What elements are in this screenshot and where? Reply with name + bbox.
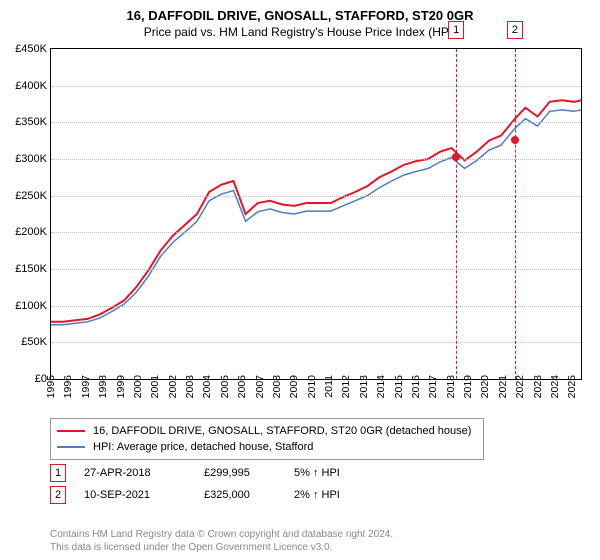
y-axis-label: £150K [3,263,47,275]
marker-box: 2 [507,21,523,39]
legend-label: HPI: Average price, detached house, Staf… [93,441,313,453]
x-axis-label: 2010 [306,375,318,398]
y-axis-label: £0 [3,373,47,385]
x-axis-label: 2001 [149,375,161,398]
gridline [51,269,581,270]
gridline [51,196,581,197]
annotation-date: 10-SEP-2021 [84,489,204,501]
footer-line1: Contains HM Land Registry data © Crown c… [50,528,393,541]
legend-swatch [57,446,85,448]
footer-attribution: Contains HM Land Registry data © Crown c… [50,528,393,554]
x-axis-label: 2020 [479,375,491,398]
gridline [51,232,581,233]
marker-dot [511,136,519,144]
x-axis-label: 2003 [184,375,196,398]
x-axis-label: 2008 [271,375,283,398]
y-axis-label: £300K [3,153,47,165]
footer-line2: This data is licensed under the Open Gov… [50,541,393,554]
x-axis-label: 2006 [236,375,248,398]
x-axis-label: 2000 [132,375,144,398]
chart-area: £0£50K£100K£150K£200K£250K£300K£350K£400… [50,48,580,378]
annotation-row: 2 10-SEP-2021£325,0002% ↑ HPI [50,484,340,506]
marker-vline [456,49,457,379]
chart-lines [51,49,581,379]
y-axis-label: £250K [3,190,47,202]
x-axis-label: 2016 [410,375,422,398]
x-axis-label: 2022 [514,375,526,398]
x-axis-label: 2004 [201,375,213,398]
annotation-marker: 2 [50,486,66,504]
chart-container: 16, DAFFODIL DRIVE, GNOSALL, STAFFORD, S… [0,0,600,560]
x-axis-label: 2014 [375,375,387,398]
x-axis-label: 1995 [45,375,57,398]
legend: 16, DAFFODIL DRIVE, GNOSALL, STAFFORD, S… [50,418,484,460]
y-axis-label: £200K [3,226,47,238]
x-axis-label: 2025 [566,375,578,398]
x-axis-label: 1999 [115,375,127,398]
x-axis-label: 2012 [340,375,352,398]
y-axis-label: £350K [3,116,47,128]
chart-title: 16, DAFFODIL DRIVE, GNOSALL, STAFFORD, S… [0,0,600,23]
annotation-marker: 1 [50,464,66,482]
y-axis-label: £450K [3,43,47,55]
legend-swatch [57,430,85,432]
y-axis-label: £100K [3,300,47,312]
x-axis-label: 1996 [62,375,74,398]
annotation-price: £299,995 [204,467,294,479]
legend-item: 16, DAFFODIL DRIVE, GNOSALL, STAFFORD, S… [57,423,477,439]
x-axis-label: 1997 [80,375,92,398]
x-axis-label: 2015 [393,375,405,398]
x-axis-label: 2007 [254,375,266,398]
annotation-row: 1 27-APR-2018£299,9955% ↑ HPI [50,462,340,484]
legend-item: HPI: Average price, detached house, Staf… [57,439,477,455]
x-axis-label: 2018 [445,375,457,398]
plot-area: £0£50K£100K£150K£200K£250K£300K£350K£400… [50,48,582,380]
gridline [51,306,581,307]
gridline [51,159,581,160]
marker-vline [515,49,516,379]
gridline [51,86,581,87]
y-axis-label: £400K [3,80,47,92]
annotation-table: 1 27-APR-2018£299,9955% ↑ HPI 2 10-SEP-2021… [50,462,340,506]
gridline [51,122,581,123]
x-axis-label: 1998 [97,375,109,398]
marker-dot [452,153,460,161]
gridline [51,342,581,343]
annotation-pct: 2% ↑ HPI [294,489,340,501]
annotation-pct: 5% ↑ HPI [294,467,340,479]
x-axis-label: 2024 [549,375,561,398]
x-axis-label: 2023 [532,375,544,398]
x-axis-label: 2009 [288,375,300,398]
legend-label: 16, DAFFODIL DRIVE, GNOSALL, STAFFORD, S… [93,425,471,437]
x-axis-label: 2005 [219,375,231,398]
x-axis-label: 2017 [427,375,439,398]
y-axis-label: £50K [3,336,47,348]
x-axis-label: 2013 [358,375,370,398]
x-axis-label: 2002 [167,375,179,398]
annotation-price: £325,000 [204,489,294,501]
x-axis-label: 2021 [497,375,509,398]
x-axis-label: 2011 [323,375,335,398]
x-axis-label: 2019 [462,375,474,398]
annotation-date: 27-APR-2018 [84,467,204,479]
marker-box: 1 [448,21,464,39]
